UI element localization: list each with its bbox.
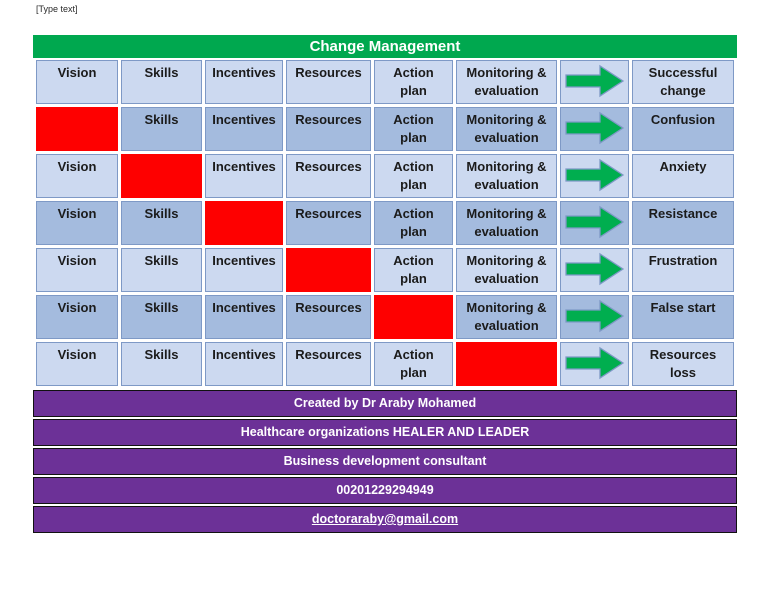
outcome-cell: Successful change bbox=[632, 60, 734, 104]
title-bar: Change Management bbox=[33, 35, 737, 58]
cell-vision: Vision bbox=[36, 342, 118, 386]
cell-resources: Resources bbox=[286, 107, 371, 151]
cell-incentives: Incentives bbox=[205, 342, 283, 386]
table-row: Vision Skills Incentives Action plan Mon… bbox=[36, 248, 734, 292]
cell-monitoring: Monitoring & evaluation bbox=[456, 107, 557, 151]
cell-resources: Resources bbox=[286, 60, 371, 104]
cell-action-plan: Action plan bbox=[374, 248, 453, 292]
missing-cell-incentives bbox=[205, 201, 283, 245]
cell-monitoring: Monitoring & evaluation bbox=[456, 60, 557, 104]
cell-incentives: Incentives bbox=[205, 60, 283, 104]
cell-resources: Resources bbox=[286, 342, 371, 386]
phone-number: 00201229294949 bbox=[336, 483, 434, 497]
cell-action-plan: Action plan bbox=[374, 154, 453, 198]
cell-action-plan: Action plan bbox=[374, 342, 453, 386]
cell-skills: Skills bbox=[121, 295, 202, 339]
arrow-cell bbox=[560, 201, 629, 245]
cell-incentives: Incentives bbox=[205, 248, 283, 292]
missing-cell-resources bbox=[286, 248, 371, 292]
cell-resources: Resources bbox=[286, 295, 371, 339]
cell-resources: Resources bbox=[286, 201, 371, 245]
change-management-table: Vision Skills Incentives Resources Actio… bbox=[33, 57, 737, 389]
page-title: Change Management bbox=[309, 38, 461, 55]
arrow-cell bbox=[560, 342, 629, 386]
footer-email-row: doctoraraby@gmail.com bbox=[33, 506, 737, 533]
table-row: Vision Skills Incentives Resources Monit… bbox=[36, 295, 734, 339]
right-arrow-icon bbox=[564, 158, 624, 192]
cell-monitoring: Monitoring & evaluation bbox=[456, 201, 557, 245]
arrow-cell bbox=[560, 60, 629, 104]
right-arrow-icon bbox=[564, 299, 624, 333]
cell-incentives: Incentives bbox=[205, 107, 283, 151]
footer-line: Healthcare organizations HEALER AND LEAD… bbox=[240, 425, 530, 439]
cell-action-plan: Action plan bbox=[374, 201, 453, 245]
cell-monitoring: Monitoring & evaluation bbox=[456, 248, 557, 292]
cell-skills: Skills bbox=[121, 201, 202, 245]
outcome-cell: Confusion bbox=[632, 107, 734, 151]
cell-vision: Vision bbox=[36, 201, 118, 245]
outcome-cell: Anxiety bbox=[632, 154, 734, 198]
cell-vision: Vision bbox=[36, 154, 118, 198]
table-row: Skills Incentives Resources Action plan … bbox=[36, 107, 734, 151]
arrow-cell bbox=[560, 107, 629, 151]
table-row: Vision Incentives Resources Action plan … bbox=[36, 154, 734, 198]
email-link[interactable]: doctoraraby@gmail.com bbox=[311, 512, 459, 526]
document-page: Change Management Vision Skills Incentiv… bbox=[33, 35, 737, 535]
arrow-cell bbox=[560, 295, 629, 339]
cell-monitoring: Monitoring & evaluation bbox=[456, 295, 557, 339]
footer-created-by: Created by Dr Araby Mohamed bbox=[33, 390, 737, 417]
missing-cell-vision bbox=[36, 107, 118, 151]
right-arrow-icon bbox=[564, 111, 624, 145]
cell-vision: Vision bbox=[36, 295, 118, 339]
right-arrow-icon bbox=[564, 346, 624, 380]
footer-phone: 00201229294949 bbox=[33, 477, 737, 504]
cell-incentives: Incentives bbox=[205, 154, 283, 198]
cell-skills: Skills bbox=[121, 60, 202, 104]
right-arrow-icon bbox=[564, 252, 624, 286]
cell-vision: Vision bbox=[36, 60, 118, 104]
missing-cell-monitoring bbox=[456, 342, 557, 386]
outcome-cell: Resistance bbox=[632, 201, 734, 245]
right-arrow-icon bbox=[564, 64, 624, 98]
cell-action-plan: Action plan bbox=[374, 107, 453, 151]
cell-skills: Skills bbox=[121, 342, 202, 386]
arrow-cell bbox=[560, 248, 629, 292]
missing-cell-skills bbox=[121, 154, 202, 198]
footer-line: Business development consultant bbox=[283, 454, 487, 468]
cell-vision: Vision bbox=[36, 248, 118, 292]
outcome-cell: Frustration bbox=[632, 248, 734, 292]
margin-note: [Type text] bbox=[36, 4, 78, 14]
cell-incentives: Incentives bbox=[205, 295, 283, 339]
outcome-cell: False start bbox=[632, 295, 734, 339]
table-row: Vision Skills Resources Action plan Moni… bbox=[36, 201, 734, 245]
table-row: Vision Skills Incentives Resources Actio… bbox=[36, 60, 734, 104]
arrow-cell bbox=[560, 154, 629, 198]
missing-cell-action-plan bbox=[374, 295, 453, 339]
table-row: Vision Skills Incentives Resources Actio… bbox=[36, 342, 734, 386]
footer-organization: Healthcare organizations HEALER AND LEAD… bbox=[33, 419, 737, 446]
footer-line: Created by Dr Araby Mohamed bbox=[293, 396, 477, 410]
cell-action-plan: Action plan bbox=[374, 60, 453, 104]
cell-skills: Skills bbox=[121, 107, 202, 151]
footer-block: Created by Dr Araby Mohamed Healthcare o… bbox=[33, 390, 737, 533]
cell-resources: Resources bbox=[286, 154, 371, 198]
outcome-cell: Resources loss bbox=[632, 342, 734, 386]
cell-monitoring: Monitoring & evaluation bbox=[456, 154, 557, 198]
footer-role: Business development consultant bbox=[33, 448, 737, 475]
cell-skills: Skills bbox=[121, 248, 202, 292]
right-arrow-icon bbox=[564, 205, 624, 239]
